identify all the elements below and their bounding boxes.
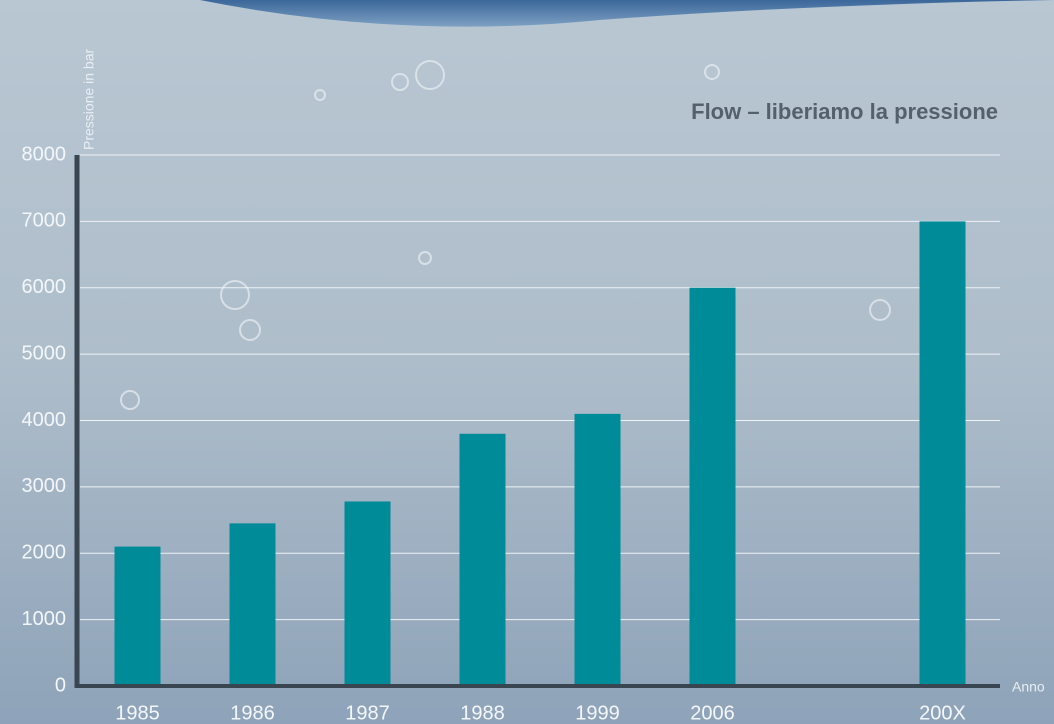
y-tick-label: 2000	[22, 542, 67, 564]
x-tick-label: 1988	[460, 702, 505, 724]
bubbles	[120, 60, 891, 410]
x-tick-label: 1986	[230, 702, 275, 724]
y-axis-label: Pressione in bar	[81, 48, 97, 150]
y-tick-label: 5000	[22, 342, 67, 364]
bar	[229, 523, 276, 686]
y-tick-label: 1000	[22, 608, 67, 630]
x-tick-label: 200X	[919, 702, 966, 724]
bar	[919, 221, 966, 686]
x-tick-label: 2006	[690, 702, 735, 724]
bar	[459, 433, 506, 686]
x-tick-label: 1985	[115, 702, 160, 724]
y-tick-label: 7000	[22, 210, 67, 232]
bar	[344, 501, 391, 686]
bar	[114, 546, 161, 686]
y-tick-label: 0	[55, 674, 66, 696]
y-tick-label: 4000	[22, 409, 67, 431]
y-tick-label: 6000	[22, 276, 67, 298]
bar	[574, 413, 621, 686]
x-tick-label: 1987	[345, 702, 390, 724]
x-axis-label: Anno	[1012, 679, 1045, 695]
y-tick-label: 8000	[22, 143, 67, 165]
bar	[689, 287, 736, 686]
chart-title: Flow – liberiamo la pressione	[691, 99, 998, 124]
x-tick-label: 1999	[575, 702, 620, 724]
water-surface	[200, 0, 1054, 27]
y-tick-label: 3000	[22, 475, 67, 497]
